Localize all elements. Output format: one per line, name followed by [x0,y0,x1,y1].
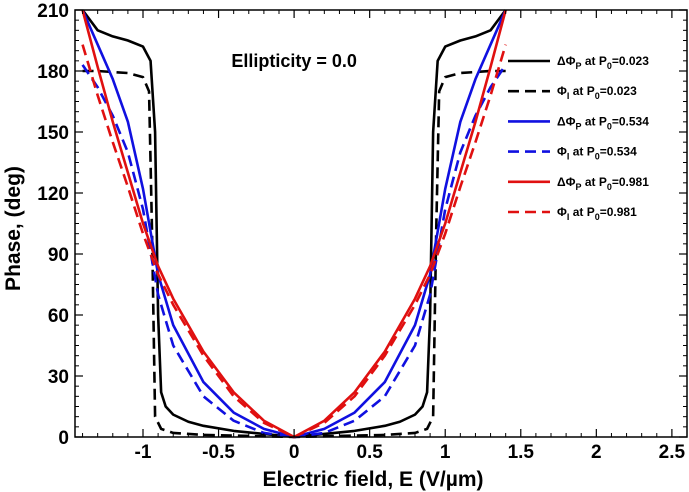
y-tick-label: 90 [48,245,69,266]
series-line-2 [82,69,506,439]
x-tick-label: -0.5 [202,442,235,463]
legend-label: ΔΦP at P0=0.981 [557,175,649,192]
y-axis-label: Phase, (deg) [2,166,25,291]
x-tick-label: -1 [135,442,152,463]
y-tick-label: 120 [37,184,69,205]
legend: ΔΦP at P0=0.023 ΦI at P0=0.023 ΔΦP at P0=0… [508,54,649,222]
x-tick-label: 2 [591,442,602,463]
y-tick-label: 180 [37,62,69,83]
x-tick-labels: -1 -0.5 0 0.5 1 1.5 2 2.5 [135,442,686,463]
y-tick-label: 60 [48,306,69,327]
x-tick-label: 0.5 [356,442,383,463]
y-tick-label: 0 [58,428,69,449]
y-tick-label: 210 [37,1,69,22]
y-tick-label: 30 [48,367,69,388]
series-curves [81,9,507,439]
x-tick-label: 1.5 [508,442,535,463]
legend-label: ΦI at P0=0.023 [557,84,637,101]
axis-ticks [75,9,688,438]
series-line-6 [81,44,507,439]
x-axis-label: Electric field, E (V/µm) [263,468,484,491]
x-tick-label: 2.5 [659,442,686,463]
legend-label: ΔΦP at P0=0.023 [557,54,649,71]
legend-label: ΦI at P0=0.534 [557,145,637,162]
legend-label: ΔΦP at P0=0.534 [557,114,649,131]
legend-label: ΦI at P0=0.981 [557,205,637,222]
x-tick-label: 1 [440,442,451,463]
x-tick-label: 0 [289,442,300,463]
ellipticity-annotation: Ellipticity = 0.0 [231,51,357,71]
series-line-4 [81,64,507,439]
y-tick-labels: 0 30 60 90 120 150 180 210 [37,1,69,449]
plot-frame [74,9,688,438]
y-tick-label: 150 [37,123,69,144]
